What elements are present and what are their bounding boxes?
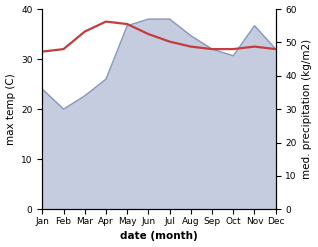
- Y-axis label: med. precipitation (kg/m2): med. precipitation (kg/m2): [302, 39, 313, 179]
- X-axis label: date (month): date (month): [120, 231, 198, 242]
- Y-axis label: max temp (C): max temp (C): [5, 73, 16, 145]
